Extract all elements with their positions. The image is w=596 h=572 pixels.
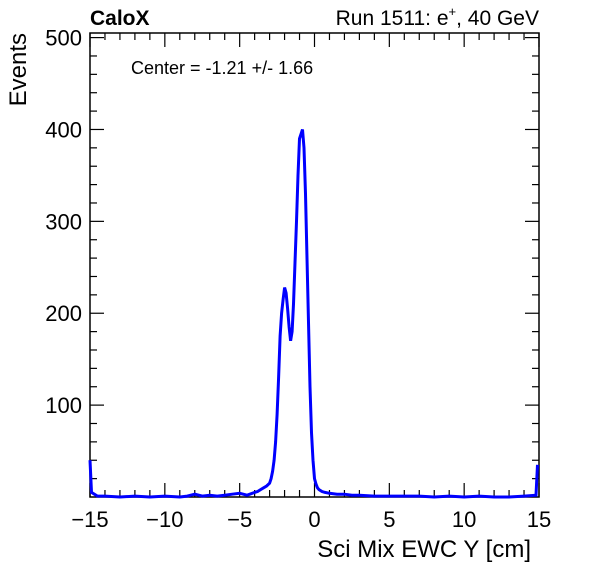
y-tick-label: 500 xyxy=(45,26,82,51)
x-axis-title: Sci Mix EWC Y [cm] xyxy=(317,536,531,563)
axis-ticks xyxy=(89,33,540,497)
x-tick-labels: −15 −10 −5 0 5 10 15 xyxy=(71,507,551,532)
histogram-series-line xyxy=(88,129,539,499)
run-label: Run 1511: e+, 40 GeV xyxy=(336,4,539,30)
run-prefix: Run 1511: e xyxy=(336,7,449,30)
x-tick-label: −5 xyxy=(227,507,252,532)
run-superscript: + xyxy=(449,4,457,19)
y-tick-label: 400 xyxy=(45,117,82,142)
x-tick-label: 15 xyxy=(527,507,551,532)
experiment-label: CaloX xyxy=(90,7,150,30)
center-annotation: Center = -1.21 +/- 1.66 xyxy=(131,58,313,78)
run-suffix: , 40 GeV xyxy=(456,7,539,30)
x-tick-label: 0 xyxy=(308,507,320,532)
x-tick-label: 5 xyxy=(383,507,395,532)
y-tick-labels: 100 200 300 400 500 xyxy=(45,26,82,419)
plot-frame xyxy=(89,32,540,498)
x-tick-label: 10 xyxy=(452,507,476,532)
y-tick-label: 300 xyxy=(45,209,82,234)
y-axis-title: Events xyxy=(5,33,32,106)
x-tick-label: −10 xyxy=(146,507,183,532)
x-tick-label: −15 xyxy=(71,507,108,532)
y-tick-label: 200 xyxy=(45,301,82,326)
header: CaloX Run 1511: e+, 40 GeV xyxy=(90,4,539,30)
y-tick-label: 100 xyxy=(45,393,82,418)
